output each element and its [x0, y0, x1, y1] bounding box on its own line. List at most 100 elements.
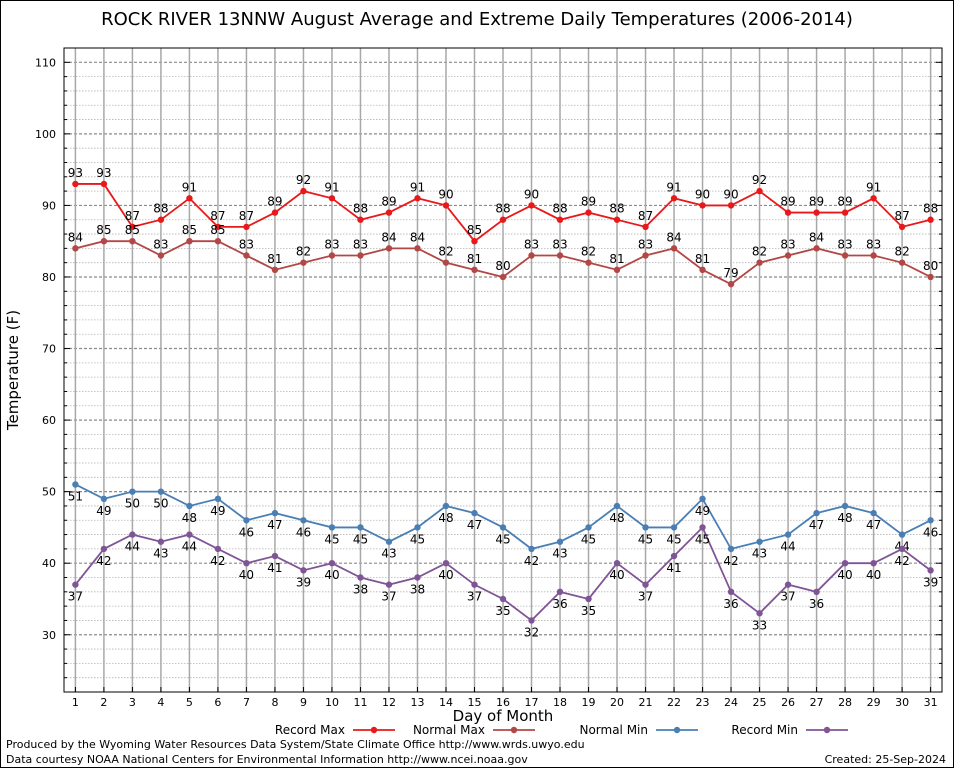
- record-max-data-label: 88: [923, 202, 938, 216]
- record-min-point: [243, 560, 250, 567]
- normal-min-data-label: 49: [695, 504, 710, 518]
- x-tick-label: 20: [610, 696, 624, 709]
- normal-min-point: [385, 538, 393, 545]
- record-min-point: [642, 581, 649, 588]
- normal-min-data-label: 45: [353, 532, 368, 546]
- legend-marker-normal-min: [673, 726, 681, 734]
- record-max-point: [157, 216, 165, 223]
- normal-min-data-label: 46: [923, 525, 938, 539]
- normal-min-data-label: 47: [809, 518, 824, 532]
- normal-max-point: [157, 252, 165, 259]
- record-max-data-label: 90: [524, 187, 539, 201]
- record-min-data-label: 38: [410, 583, 425, 597]
- record-min-point: [186, 531, 193, 538]
- y-tick-label: 100: [35, 128, 56, 141]
- normal-max-point: [243, 252, 250, 259]
- legend-label-normal-min: Normal Min: [579, 723, 648, 737]
- normal-min-point: [841, 502, 849, 510]
- record-min-data-label: 37: [780, 590, 795, 604]
- normal-max-data-label: 83: [324, 238, 339, 252]
- normal-min-data-label: 42: [723, 554, 738, 568]
- normal-max-point: [585, 259, 592, 266]
- x-tick-label: 30: [895, 696, 909, 709]
- record-max-data-label: 88: [609, 202, 624, 216]
- record-min-point: [328, 560, 336, 567]
- record-max-point: [72, 180, 79, 188]
- normal-min-point: [784, 531, 792, 538]
- gridlines: [64, 47, 942, 693]
- record-max-data-label: 88: [495, 202, 510, 216]
- record-min-point: [756, 610, 763, 617]
- normal-min-point: [613, 502, 621, 510]
- x-tick-label: 21: [639, 696, 653, 709]
- normal-min-point: [898, 531, 906, 538]
- normal-min-point: [556, 538, 564, 545]
- normal-max-data-label: 84: [381, 230, 396, 244]
- record-min-data-label: 40: [866, 568, 881, 582]
- normal-max-data-label: 83: [153, 238, 168, 252]
- record-min-point: [157, 538, 165, 545]
- x-tick-label: 9: [300, 696, 307, 709]
- record-max-point: [556, 216, 564, 223]
- record-min-data-label: 41: [267, 561, 282, 575]
- normal-min-data-label: 44: [780, 540, 795, 554]
- x-tick-label: 25: [753, 696, 767, 709]
- normal-max-data-label: 81: [695, 252, 710, 266]
- legend-label-record-min: Record Min: [731, 723, 798, 737]
- record-min-point: [100, 545, 108, 553]
- normal-max-point: [414, 245, 421, 252]
- normal-max-data-label: 80: [495, 259, 510, 273]
- normal-max-data-label: 82: [581, 245, 596, 259]
- normal-min-point: [499, 524, 507, 531]
- normal-max-point: [813, 245, 820, 252]
- normal-min-point: [243, 517, 250, 524]
- x-tick-label: 6: [214, 696, 221, 709]
- x-tick-label: 1: [72, 696, 79, 709]
- x-tick-label: 29: [867, 696, 881, 709]
- record-max-point: [898, 223, 906, 231]
- normal-max-point: [898, 259, 906, 266]
- normal-max-data-label: 82: [438, 245, 453, 259]
- x-tick-label: 12: [382, 696, 396, 709]
- legend-marker-normal-max: [510, 726, 518, 734]
- y-tick-label: 90: [42, 199, 56, 212]
- record-min-point: [414, 574, 421, 581]
- record-min-data-label: 36: [809, 597, 824, 611]
- record-min-point: [556, 588, 564, 596]
- normal-max-data-label: 85: [96, 223, 111, 237]
- normal-min-data-label: 43: [552, 547, 567, 561]
- record-min-data-label: 36: [723, 597, 738, 611]
- record-min-data-label: 32: [524, 625, 539, 639]
- record-max-data-label: 90: [438, 187, 453, 201]
- normal-min-point: [813, 509, 820, 517]
- y-tick-label: 80: [42, 271, 56, 284]
- y-tick-label: 60: [42, 414, 56, 427]
- x-tick-label: 5: [186, 696, 193, 709]
- record-max-data-label: 91: [324, 180, 339, 194]
- normal-min-data-label: 45: [638, 532, 653, 546]
- normal-max-point: [271, 266, 279, 274]
- record-min-data-label: 37: [638, 590, 653, 604]
- record-min-data-label: 43: [153, 547, 168, 561]
- record-max-data-label: 91: [410, 180, 425, 194]
- normal-max-data-label: 83: [353, 238, 368, 252]
- normal-max-point: [699, 266, 706, 274]
- x-tick-label: 28: [838, 696, 852, 709]
- x-tick-label: 17: [525, 696, 539, 709]
- x-tick-label: 31: [924, 696, 938, 709]
- record-min-data-label: 40: [324, 568, 339, 582]
- x-tick-label: 27: [810, 696, 824, 709]
- normal-max-point: [642, 252, 649, 259]
- record-min-point: [385, 581, 393, 588]
- normal-min-point: [300, 517, 307, 524]
- normal-max-data-label: 85: [210, 223, 225, 237]
- record-min-data-label: 39: [923, 575, 938, 589]
- record-max-point: [642, 223, 649, 231]
- normal-max-data-label: 83: [524, 238, 539, 252]
- record-max-point: [841, 209, 849, 216]
- record-max-point: [214, 223, 222, 231]
- record-min-data-label: 40: [837, 568, 852, 582]
- record-max-data-label: 88: [353, 202, 368, 216]
- record-min-data-label: 42: [894, 554, 909, 568]
- normal-min-point: [186, 502, 193, 510]
